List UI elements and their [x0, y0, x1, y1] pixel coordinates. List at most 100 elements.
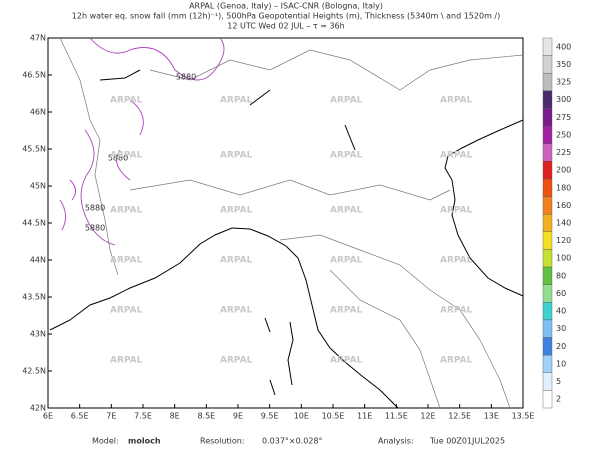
y-tick-label: 42.5N — [22, 367, 46, 376]
watermark: ARPAL — [220, 256, 253, 266]
colorbar-swatch — [542, 37, 553, 56]
colorbar-swatch — [542, 266, 553, 285]
colorbar-label: 80 — [556, 271, 566, 280]
title-line: ARPAL (Genoa, Italy) – ISAC-CNR (Bologna… — [189, 2, 383, 11]
watermark: ARPAL — [440, 96, 473, 106]
x-tick-label: 11.5E — [385, 412, 408, 421]
borders — [59, 37, 524, 409]
coastline — [49, 69, 524, 409]
x-tick-label: 7.5E — [134, 412, 152, 421]
title-line: 12 UTC Wed 02 JUL – τ = 36h — [227, 22, 344, 31]
map-frame — [47, 37, 524, 409]
y-tick-label: 43.5N — [22, 293, 46, 302]
x-tick-label: 10.5E — [322, 412, 345, 421]
watermark: ARPAL — [220, 96, 253, 106]
colorbar-label: 275 — [556, 113, 571, 122]
colorbar-swatch — [542, 284, 553, 303]
colorbar-swatch — [542, 125, 553, 144]
y-tick-label: 46N — [30, 108, 46, 117]
title-line: 12h water eq. snow fall (mm (12h)⁻¹), 50… — [72, 12, 500, 21]
footer-label: Resolution: — [200, 437, 245, 446]
watermark: ARPAL — [110, 96, 143, 106]
watermark: ARPAL — [440, 256, 473, 266]
colorbar-label: 400 — [556, 42, 571, 51]
watermark: ARPAL — [330, 256, 363, 266]
y-tick-label: 42N — [30, 404, 46, 413]
colorbar-swatch — [542, 55, 553, 74]
y-tick-label: 45N — [30, 182, 46, 191]
colorbar-swatch — [542, 161, 553, 180]
colorbar-label: 140 — [556, 219, 571, 228]
colorbar-label: 5 — [556, 377, 561, 386]
watermark: ARPAL — [220, 206, 253, 216]
colorbar-swatch — [542, 90, 553, 109]
colorbar-label: 225 — [556, 148, 571, 157]
colorbar-swatch — [542, 372, 553, 391]
x-tick-label: 8.5E — [197, 412, 215, 421]
footer-label: Analysis: — [378, 437, 414, 446]
colorbar-label: 160 — [556, 201, 571, 210]
colorbar-swatch — [542, 319, 553, 338]
colorbar-label: 200 — [556, 166, 571, 175]
snow-contours — [59, 37, 225, 246]
colorbar-swatch — [542, 178, 553, 197]
contour-label: 5880 — [85, 204, 105, 213]
x-tick-label: 6.5E — [71, 412, 89, 421]
y-tick-label: 44N — [30, 256, 46, 265]
colorbar-swatch — [542, 390, 553, 409]
contour-label: 5880 — [176, 73, 196, 82]
colorbar-label: 2 — [556, 395, 561, 404]
footer-value: 0.037°×0.028° — [262, 437, 323, 446]
colorbar-swatch — [542, 196, 553, 215]
watermarks: ARPAL ARPAL ARPAL ARPAL ARPAL ARPAL ARPAL ARPAL… — [110, 96, 473, 366]
colorbar-label: 325 — [556, 78, 571, 87]
watermark: ARPAL — [440, 151, 473, 161]
colorbar-swatch — [542, 302, 553, 321]
watermark: ARPAL — [330, 151, 363, 161]
watermark: ARPAL — [330, 206, 363, 216]
colorbar-label: 180 — [556, 183, 571, 192]
watermark: ARPAL — [440, 356, 473, 366]
colorbar-label: 350 — [556, 60, 571, 69]
colorbar-swatch — [542, 73, 553, 92]
watermark: ARPAL — [110, 306, 143, 316]
colorbar-label: 40 — [556, 307, 566, 316]
colorbar: 400 350 325 300 275 250 225 200 180 160 140 120 100 8… — [542, 37, 571, 409]
watermark: ARPAL — [110, 206, 143, 216]
colorbar-label: 30 — [556, 324, 566, 333]
colorbar-label: 60 — [556, 289, 566, 298]
colorbar-label: 120 — [556, 236, 571, 245]
watermark: ARPAL — [440, 306, 473, 316]
colorbar-swatch — [542, 354, 553, 373]
x-tick-label: 9E — [233, 412, 243, 421]
x-tick-label: 7E — [106, 412, 116, 421]
x-tick-label: 6E — [43, 412, 53, 421]
colorbar-label: 250 — [556, 130, 571, 139]
colorbar-swatch — [542, 143, 553, 162]
colorbar-label: 100 — [556, 254, 571, 263]
watermark: ARPAL — [330, 306, 363, 316]
colorbar-swatch — [542, 249, 553, 268]
axes: 6E 6.5E 7E 7.5E 8E 8.5E 9E 9.5E 10E 10.5E 11E 11.5E… — [22, 34, 534, 421]
colorbar-swatch — [542, 337, 553, 356]
watermark: ARPAL — [110, 151, 143, 161]
y-tick-label: 44.5N — [22, 219, 46, 228]
watermark: ARPAL — [330, 96, 363, 106]
colorbar-label: 20 — [556, 342, 566, 351]
y-tick-label: 46.5N — [22, 71, 46, 80]
x-tick-label: 11E — [357, 412, 372, 421]
colorbar-swatch — [542, 108, 553, 127]
y-tick-label: 47N — [30, 34, 46, 43]
y-tick-label: 43N — [30, 330, 46, 339]
footer: Model: moloch Resolution: 0.037°×0.028° … — [92, 437, 505, 446]
watermark: ARPAL — [110, 256, 143, 266]
colorbar-swatch — [542, 213, 553, 233]
contour-label: 5880 — [108, 154, 128, 163]
watermark: ARPAL — [440, 206, 473, 216]
colorbar-swatch — [542, 231, 553, 250]
x-tick-label: 13.5E — [512, 412, 535, 421]
colorbar-label: 300 — [556, 95, 571, 104]
watermark: ARPAL — [110, 356, 143, 366]
watermark: ARPAL — [220, 356, 253, 366]
